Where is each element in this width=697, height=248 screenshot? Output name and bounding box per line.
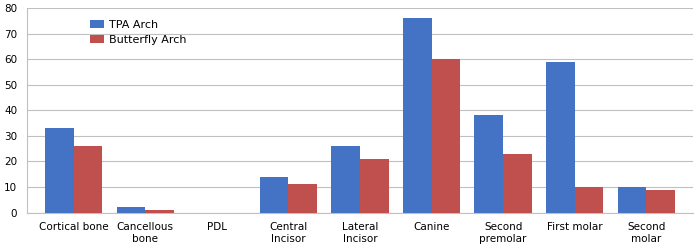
Bar <box>74 146 102 213</box>
Bar <box>403 18 431 213</box>
Bar <box>289 185 317 213</box>
Legend: TPA Arch, Butterfly Arch: TPA Arch, Butterfly Arch <box>86 16 191 49</box>
Bar <box>618 187 646 213</box>
Bar <box>646 189 675 213</box>
Bar <box>260 177 289 213</box>
Bar <box>360 159 388 213</box>
Bar <box>475 116 503 213</box>
Bar <box>145 210 174 213</box>
Bar <box>331 146 360 213</box>
Bar <box>575 187 604 213</box>
Bar <box>116 207 145 213</box>
Bar <box>546 62 575 213</box>
Bar <box>503 154 532 213</box>
Bar <box>431 59 460 213</box>
Bar <box>45 128 74 213</box>
